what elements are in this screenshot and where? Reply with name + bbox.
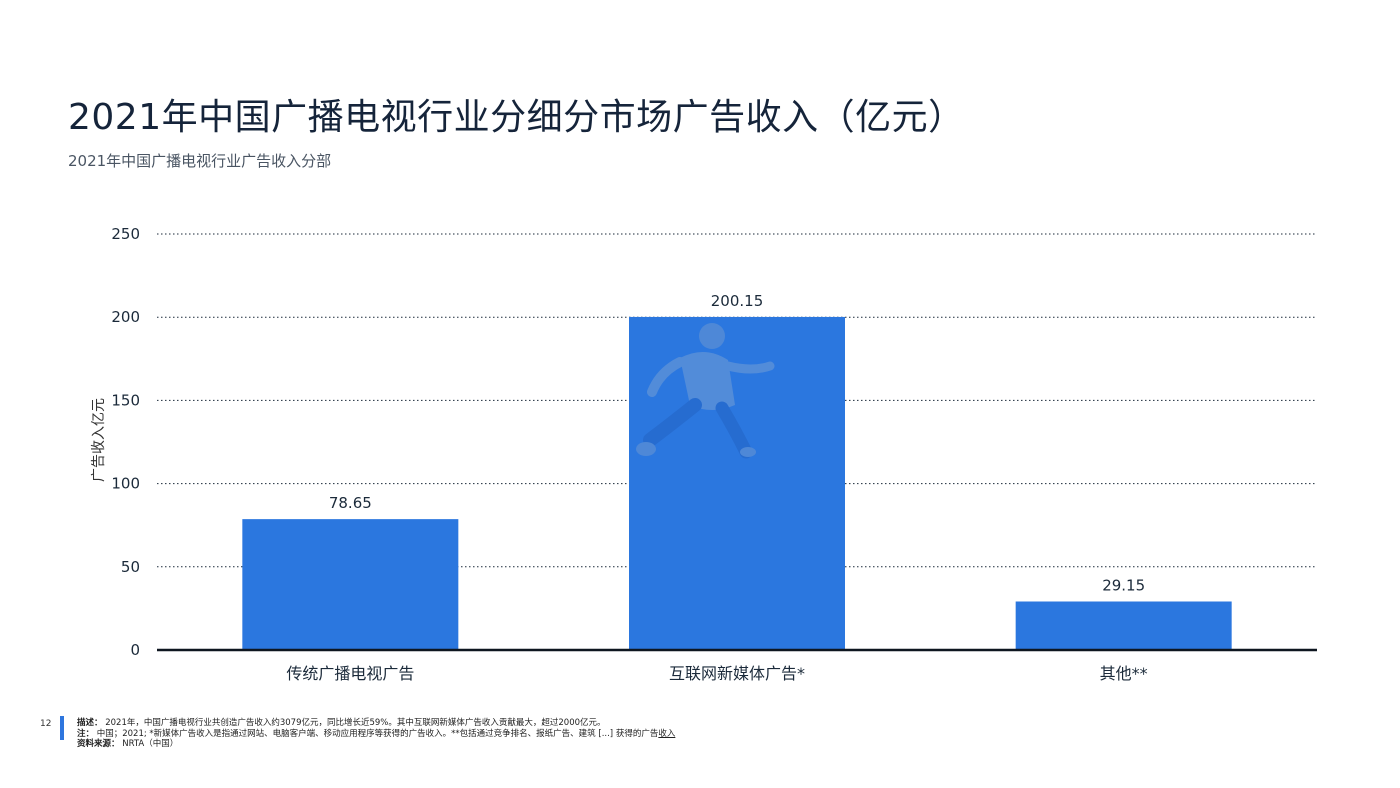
page-title: 2021年中国广播电视行业分细分市场广告收入（亿元）: [68, 97, 965, 138]
y-tick-label: 250: [111, 225, 140, 243]
source-text: NRTA（中国）: [122, 739, 179, 749]
x-tick-label: 其他**: [1100, 664, 1148, 683]
description-label: 描述：: [77, 718, 103, 728]
bars: [242, 316, 1232, 650]
bar-chart: 0 50 100 150 200 250 78.65 200.15 29.15 传统广播电视广…: [91, 225, 1317, 683]
note-text: 中国；2021; *新媒体广告收入是指通过网站、电脑客户端、移动应用程序等获得的…: [96, 728, 659, 739]
footer-notes: 描述： 2021年，中国广播电视行业共创造广告收入约3079亿元，同比增长近59…: [77, 718, 675, 750]
data-label: 29.15: [1102, 576, 1145, 594]
source-line: 资料来源： NRTA（中国）: [77, 739, 675, 750]
page-subtitle: 2021年中国广播电视行业广告收入分部: [68, 152, 332, 170]
y-axis-label: 广告收入亿元: [91, 398, 107, 482]
source-label: 资料来源：: [77, 739, 120, 749]
data-label: 78.65: [329, 494, 372, 512]
bar: [242, 519, 459, 650]
y-tick-label: 200: [111, 308, 140, 326]
x-axis-ticks: 传统广播电视广告 互联网新媒体广告* 其他**: [286, 664, 1147, 683]
footer-accent-bar: [60, 716, 64, 740]
y-tick-label: 0: [130, 641, 140, 659]
bar: [629, 316, 845, 650]
y-axis-ticks: 0 50 100 150 200 250: [111, 225, 140, 659]
watermark-figure-art: [636, 323, 775, 459]
value-labels: 78.65 200.15 29.15: [329, 292, 1145, 595]
bar: [1015, 601, 1232, 650]
y-tick-label: 100: [111, 475, 140, 493]
x-tick-label: 传统广播电视广告: [286, 664, 414, 683]
description-line: 描述： 2021年，中国广播电视行业共创造广告收入约3079亿元，同比增长近59…: [77, 718, 675, 729]
y-tick-label: 150: [111, 391, 140, 409]
note-line: 注： 中国；2021; *新媒体广告收入是指通过网站、电脑客户端、移动应用程序等…: [77, 729, 675, 740]
x-tick-label: 互联网新媒体广告*: [669, 664, 805, 683]
note-link[interactable]: 收入: [658, 728, 676, 739]
y-tick-label: 50: [121, 558, 140, 576]
note-label: 注：: [77, 728, 95, 739]
page-number: 12: [40, 719, 52, 729]
data-label: 200.15: [711, 292, 764, 310]
description-text: 2021年，中国广播电视行业共创造广告收入约3079亿元，同比增长近59%。其中…: [105, 718, 606, 728]
